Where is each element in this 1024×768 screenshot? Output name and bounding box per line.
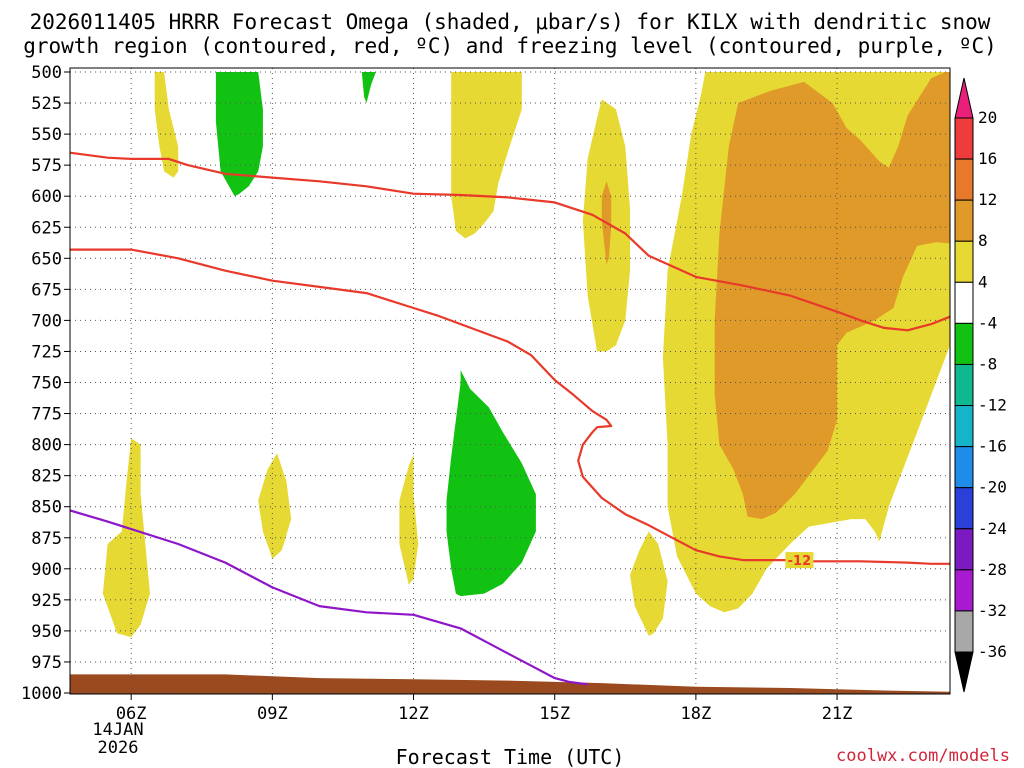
colorbar-label-6: -8: [978, 354, 997, 373]
y-tick-label-625: 625: [31, 218, 62, 238]
colorbar-bin-11: [954, 528, 974, 571]
colorbar-bin-1: [954, 117, 974, 160]
chart-title-line-2: growth region (contoured, red, ºC) and f…: [23, 34, 997, 58]
colorbar-bottom-arrow: [954, 651, 974, 693]
terrain-layer: [70, 674, 950, 694]
y-tick-label-575: 575: [31, 156, 62, 176]
y-tick-label-850: 850: [31, 498, 62, 518]
y-tick-label-900: 900: [31, 560, 62, 580]
colorbar-label-5: -4: [978, 313, 997, 332]
x-axis-title: Forecast Time (UTC): [396, 745, 625, 768]
x-tick-label-12Z: 12Z: [398, 704, 429, 724]
y-tick-label-775: 775: [31, 405, 62, 425]
colorbar-bin-9: [954, 446, 974, 489]
y-tick-label-650: 650: [31, 249, 62, 269]
omega-region-1: [154, 72, 179, 178]
plot-frame: [69, 67, 951, 695]
omega-region-8: [714, 72, 950, 520]
colorbar-bin-13: [954, 610, 974, 653]
plot-area: -12: [69, 67, 951, 695]
y-tick-label-500: 500: [31, 63, 62, 83]
omega-region-0: [102, 438, 150, 638]
colorbar-bin-3: [954, 199, 974, 242]
y-tick-label-825: 825: [31, 467, 62, 487]
y-tick-label-975: 975: [31, 653, 62, 673]
dgz-contour-1: [70, 248, 950, 565]
omega-region-10: [215, 72, 263, 197]
omega-shading-layer: [102, 72, 950, 638]
dgz-contour-0: [69, 151, 951, 332]
y-tick-label-925: 925: [31, 591, 62, 611]
colorbar-bin-12: [954, 569, 974, 612]
date-label-year: 2026: [98, 738, 139, 758]
y-tick-label-725: 725: [31, 342, 62, 362]
grid-layer: [70, 68, 950, 694]
colorbar-label-3: 8: [978, 231, 988, 250]
colorbar-bin-5: [954, 281, 974, 324]
colorbar-label-7: -12: [978, 396, 1007, 415]
omega-region-6: [630, 531, 668, 636]
colorbar-bin-8: [954, 405, 974, 448]
omega-region-2: [258, 453, 292, 559]
colorbar-label-2: 12: [978, 190, 997, 209]
x-tick-label-15Z: 15Z: [539, 704, 570, 724]
colorbar-bin-6: [954, 322, 974, 365]
credit-label: coolwx.com/models: [836, 746, 1010, 766]
x-tick-label-06Z: 06Z: [116, 704, 147, 724]
colorbar-label-12: -32: [978, 601, 1007, 620]
omega-region-12: [446, 370, 536, 597]
y-tick-label-800: 800: [31, 436, 62, 456]
colorbar-label-9: -20: [978, 478, 1007, 497]
colorbar: 20 16 12 8 4 -4 -8 -12 -16 -20 -24 -28 -32 -36: [954, 77, 1007, 693]
contour-layer: -12: [69, 151, 951, 686]
date-label-day: 14JAN: [92, 720, 143, 740]
y-tick-label-950: 950: [31, 622, 62, 642]
colorbar-label-11: -28: [978, 560, 1007, 579]
colorbar-label-10: -24: [978, 519, 1007, 538]
y-tick-label-700: 700: [31, 311, 62, 331]
y-tick-label-550: 550: [31, 125, 62, 145]
contour-label-bg: [785, 552, 814, 569]
contour-label: -12: [788, 554, 812, 569]
omega-region-4: [451, 72, 522, 239]
colorbar-label-1: 16: [978, 149, 997, 168]
colorbar-label-0: 20: [978, 108, 997, 127]
freezing-level-contour: [69, 509, 588, 686]
colorbar-label-4: 4: [978, 272, 988, 291]
colorbar-bin-4: [954, 240, 974, 283]
omega-region-3: [399, 454, 419, 585]
x-tick-label-09Z: 09Z: [257, 704, 288, 724]
colorbar-bin-10: [954, 487, 974, 530]
colorbar-top-arrow: [954, 77, 974, 119]
y-tick-label-525: 525: [31, 94, 62, 114]
y-tick-label-1000: 1000: [21, 684, 62, 704]
x-axis-ticks: 06Z 09Z 12Z 15Z 18Z 21Z: [116, 694, 853, 724]
y-tick-label-675: 675: [31, 280, 62, 300]
terrain-surface: [70, 674, 950, 694]
colorbar-label-8: -16: [978, 437, 1007, 456]
y-tick-label-750: 750: [31, 374, 62, 394]
colorbar-bin-2: [954, 158, 974, 201]
colorbar-bin-7: [954, 363, 974, 407]
y-tick-label-600: 600: [31, 187, 62, 207]
chart-title-line-1: 2026011405 HRRR Forecast Omega (shaded, …: [30, 10, 991, 34]
y-tick-label-875: 875: [31, 529, 62, 549]
colorbar-label-13: -36: [978, 642, 1007, 661]
omega-region-11: [361, 72, 376, 103]
x-tick-label-21Z: 21Z: [822, 704, 853, 724]
y-axis-ticks: 500 525 550 575 600 625 650 675 700 725 750 775 800 8…: [21, 63, 70, 704]
x-tick-label-18Z: 18Z: [681, 704, 712, 724]
